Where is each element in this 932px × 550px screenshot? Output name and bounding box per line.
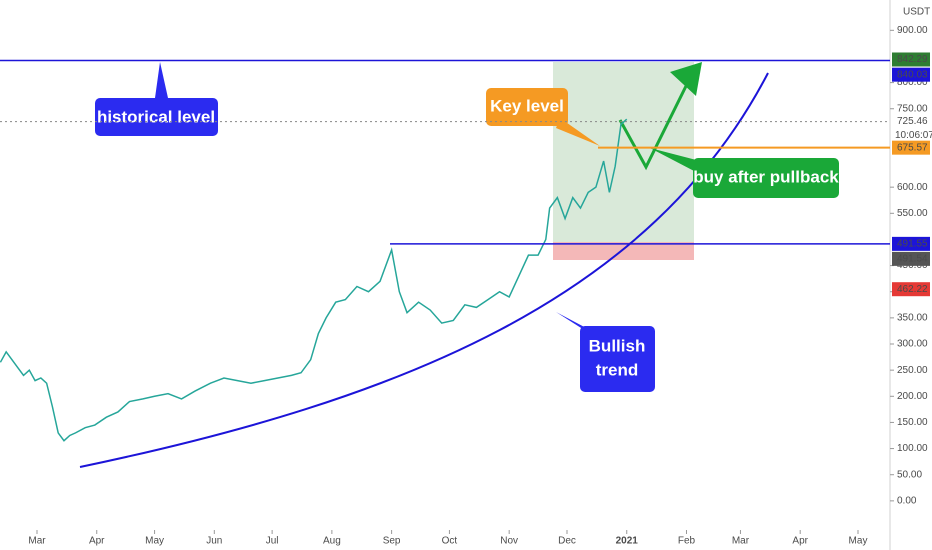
countdown: 10:06:07 xyxy=(895,130,932,141)
y-tick-label: 350.00 xyxy=(897,313,928,324)
y-tick-label: 900.00 xyxy=(897,25,928,36)
x-tick-label: Aug xyxy=(323,536,341,547)
callout-pointer xyxy=(556,118,600,146)
callout-pointer xyxy=(155,62,168,98)
y-tick-label: 150.00 xyxy=(897,417,928,428)
x-tick-label: Nov xyxy=(500,536,518,547)
x-tick-label: 2021 xyxy=(616,536,639,547)
callout xyxy=(95,98,218,136)
price-tag-label: 675.57 xyxy=(897,142,928,153)
callout-text: Key level xyxy=(490,96,564,115)
price-tag-label: 491.55 xyxy=(897,239,928,250)
price-tag xyxy=(892,140,930,155)
callout xyxy=(580,326,655,392)
y-tick-label: 0.00 xyxy=(897,495,917,506)
callout-text: buy after pullback xyxy=(693,167,839,186)
loss-zone xyxy=(553,242,694,260)
price-tag xyxy=(892,52,930,67)
x-tick-label: Apr xyxy=(792,536,808,547)
x-tick-label: Dec xyxy=(558,536,576,547)
callout-text: historical level xyxy=(97,107,215,126)
y-tick-label: 200.00 xyxy=(897,391,928,402)
y-tick-label: 250.00 xyxy=(897,365,928,376)
y-tick-label: 550.00 xyxy=(897,208,928,219)
profit-zone xyxy=(553,62,694,242)
projection-line xyxy=(618,77,692,171)
price-tag xyxy=(892,67,930,82)
callout-text: Bullish xyxy=(589,336,646,355)
price-tag-label: 840.03 xyxy=(897,69,928,80)
callout xyxy=(693,158,839,198)
price-tag xyxy=(892,114,930,129)
y-tick-label: 50.00 xyxy=(897,469,922,480)
price-tag-label: 462.22 xyxy=(897,284,928,295)
x-tick-label: Oct xyxy=(442,536,458,547)
y-tick-label: 100.00 xyxy=(897,443,928,454)
axis-unit: USDT xyxy=(903,7,930,18)
y-tick-label: 300.00 xyxy=(897,339,928,350)
callout-pointer xyxy=(650,148,704,172)
x-tick-label: Jul xyxy=(266,536,279,547)
callout xyxy=(486,88,568,126)
arrow-head xyxy=(670,62,702,96)
x-tick-label: Apr xyxy=(89,536,105,547)
y-tick-label: 800.00 xyxy=(897,77,928,88)
x-tick-label: May xyxy=(849,536,868,547)
price-tag-label: 842.29 xyxy=(897,54,928,65)
x-tick-label: Sep xyxy=(383,536,401,547)
x-tick-label: May xyxy=(145,536,164,547)
price-tag xyxy=(892,236,930,251)
x-tick-label: Mar xyxy=(732,536,750,547)
y-tick-label: 600.00 xyxy=(897,182,928,193)
callout-text: trend xyxy=(596,360,639,379)
x-tick-label: Feb xyxy=(678,536,696,547)
x-tick-label: Jun xyxy=(206,536,222,547)
price-tag xyxy=(892,282,930,297)
price-line xyxy=(0,118,628,442)
price-tag-label: 491.54 xyxy=(897,254,928,265)
price-tag-label: 725.46 xyxy=(897,116,928,127)
y-tick-label: 750.00 xyxy=(897,103,928,114)
price-tag xyxy=(892,251,930,266)
x-tick-label: Mar xyxy=(28,536,46,547)
